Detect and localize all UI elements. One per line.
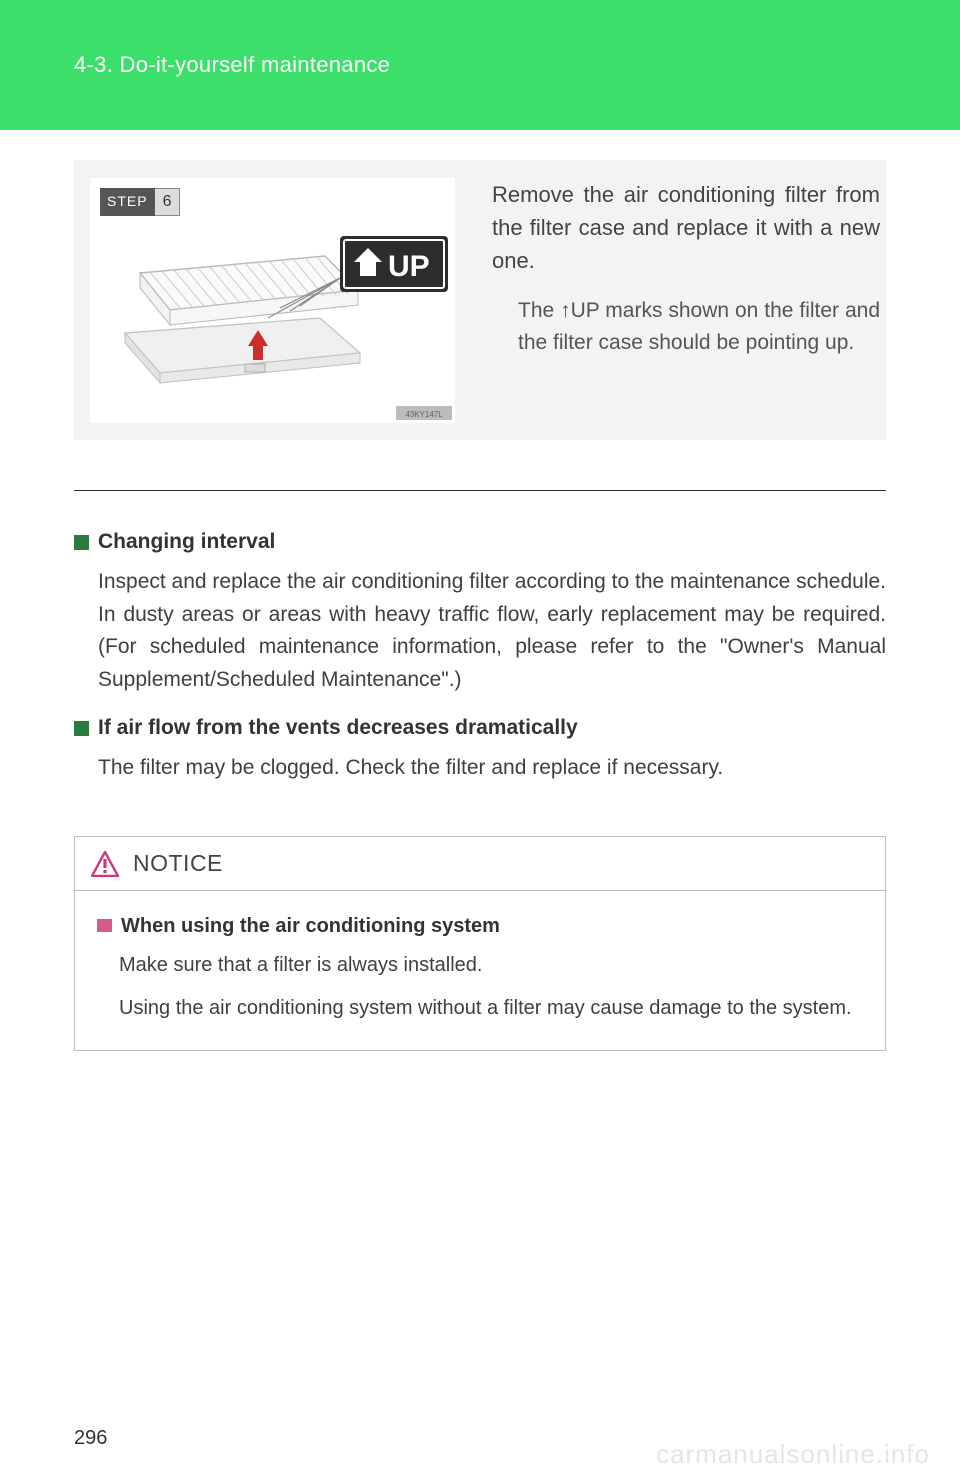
divider xyxy=(74,490,886,491)
notice-line: Make sure that a filter is always instal… xyxy=(97,950,863,981)
notice-title: NOTICE xyxy=(133,850,223,877)
notice-body: When using the air conditioning system M… xyxy=(75,891,885,1050)
square-bullet-icon xyxy=(74,721,89,736)
step-number: 6 xyxy=(155,188,181,216)
square-bullet-icon xyxy=(97,919,112,932)
notice-header: NOTICE xyxy=(75,837,885,891)
page: 4-3. Do-it-yourself maintenance xyxy=(0,0,960,1484)
bullet-heading: If air flow from the vents decreases dra… xyxy=(74,716,886,740)
warning-triangle-icon xyxy=(91,851,119,877)
notice-line: Using the air conditioning system withou… xyxy=(97,993,863,1024)
section-title: 4-3. Do-it-yourself maintenance xyxy=(74,52,390,78)
bullet-heading: Changing interval xyxy=(74,530,886,554)
notice-box: NOTICE When using the air conditioning s… xyxy=(74,836,886,1051)
svg-text:UP: UP xyxy=(388,250,430,283)
bullet-text: The filter may be clogged. Check the fil… xyxy=(74,752,886,785)
bullet-text: Inspect and replace the air conditioning… xyxy=(74,566,886,696)
bullet-label: If air flow from the vents decreases dra… xyxy=(98,716,578,740)
notice-heading: When using the air conditioning system xyxy=(121,915,500,938)
watermark: carmanualsonline.info xyxy=(656,1439,930,1470)
step-text: Remove the air conditioning filter from … xyxy=(492,178,880,358)
step-main-text: Remove the air conditioning filter from … xyxy=(492,178,880,277)
step-label: STEP xyxy=(100,188,155,216)
bullet-label: Changing interval xyxy=(98,530,275,554)
page-number: 296 xyxy=(74,1427,107,1450)
svg-text:43KY147L: 43KY147L xyxy=(405,410,443,419)
step-sub-text: The ↑UP marks shown on the filter and th… xyxy=(492,295,880,358)
step-badge: STEP 6 xyxy=(100,188,180,216)
notice-heading-row: When using the air conditioning system xyxy=(97,915,863,938)
body-content: Changing interval Inspect and replace th… xyxy=(74,526,886,785)
square-bullet-icon xyxy=(74,535,89,550)
up-callout: UP xyxy=(340,236,448,292)
